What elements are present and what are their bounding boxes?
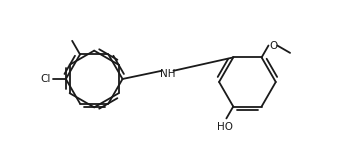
Text: NH: NH	[160, 69, 175, 79]
Text: O: O	[269, 41, 278, 50]
Text: HO: HO	[217, 122, 233, 132]
Text: Cl: Cl	[41, 74, 51, 84]
